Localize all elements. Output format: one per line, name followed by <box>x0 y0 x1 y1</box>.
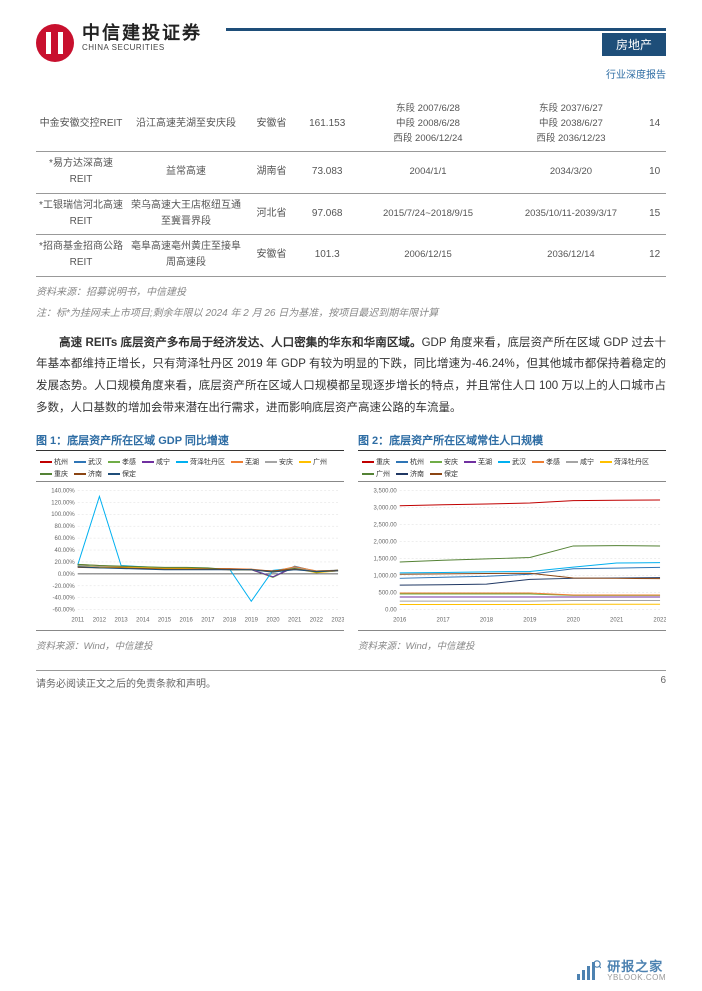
svg-text:1,500.00: 1,500.00 <box>374 556 398 562</box>
legend-item: 孝感 <box>108 457 136 467</box>
table-row: *招商基金招商公路 REIT亳阜高速亳州黄庄至接阜周高速段安徽省101.3200… <box>36 235 666 276</box>
logo-en: CHINA SECURITIES <box>82 44 202 53</box>
table-row: *工银瑞信河北高速 REIT荣乌高速大王店枢纽互通至冀晋界段河北省97.0682… <box>36 193 666 234</box>
logo-cn: 中信建投证券 <box>82 24 202 44</box>
legend-item: 孝感 <box>532 457 560 467</box>
legend-item: 广州 <box>299 457 327 467</box>
legend-item: 广州 <box>362 469 390 479</box>
svg-text:120.00%: 120.00% <box>51 500 75 506</box>
legend-item: 重庆 <box>362 457 390 467</box>
svg-text:2019: 2019 <box>245 618 259 624</box>
watermark-en: YBLOOK.COM <box>607 974 666 983</box>
svg-text:2016: 2016 <box>180 618 194 624</box>
legend-item: 安庆 <box>430 457 458 467</box>
svg-text:2015: 2015 <box>158 618 172 624</box>
header-divider-bar <box>226 28 666 31</box>
logo-text: 中信建投证券 CHINA SECURITIES <box>82 24 202 53</box>
svg-text:2019: 2019 <box>523 618 537 624</box>
para-lead: 高速 REITs 底层资产多布局于经济发达、人口密集的华东和华南区域。 <box>59 337 422 349</box>
table-row: 中金安徽交控REIT沿江高速芜湖至安庆段安徽省161.153东段 2007/6/… <box>36 97 666 151</box>
chart-1-legend: 杭州武汉孝感咸宁菏泽牡丹区芜湖安庆广州重庆济南保定 <box>36 455 344 481</box>
footer-disclaimer: 请务必阅读正文之后的免责条款和声明。 <box>36 675 216 690</box>
svg-text:3,000.00: 3,000.00 <box>374 505 398 511</box>
svg-text:2022: 2022 <box>653 618 666 624</box>
svg-text:2018: 2018 <box>480 618 494 624</box>
page-header: 中信建投证券 CHINA SECURITIES 房地产 <box>36 24 666 62</box>
legend-item: 重庆 <box>40 469 68 479</box>
table-source: 资料来源：招募说明书，中信建投 <box>36 283 666 298</box>
legend-item: 芜湖 <box>464 457 492 467</box>
svg-text:2018: 2018 <box>223 618 237 624</box>
page-footer: 请务必阅读正文之后的免责条款和声明。 6 <box>36 670 666 690</box>
svg-text:2012: 2012 <box>93 618 107 624</box>
legend-item: 武汉 <box>74 457 102 467</box>
legend-item: 保定 <box>108 469 136 479</box>
sector-tag: 房地产 <box>602 33 666 56</box>
chart-1: 图 1：底层资产所在区域 GDP 同比增速 杭州武汉孝感咸宁菏泽牡丹区芜湖安庆广… <box>36 432 344 652</box>
svg-text:0.00: 0.00 <box>385 608 397 614</box>
table-row: *易方达深高速REIT益常高速湖南省73.0832004/1/12034/3/2… <box>36 152 666 193</box>
table-note: 注：标*为挂网未上市项目;剩余年限以 2024 年 2 月 26 日为基准，按项… <box>36 304 666 319</box>
report-type: 行业深度报告 <box>36 66 666 81</box>
svg-text:100.00%: 100.00% <box>51 512 75 518</box>
svg-text:60.00%: 60.00% <box>55 536 76 542</box>
chart-2-legend: 重庆杭州安庆芜湖武汉孝感咸宁菏泽牡丹区广州济南保定 <box>358 455 666 481</box>
svg-text:2017: 2017 <box>201 618 215 624</box>
svg-text:2014: 2014 <box>136 618 150 624</box>
legend-item: 咸宁 <box>142 457 170 467</box>
legend-item: 武汉 <box>498 457 526 467</box>
legend-item: 菏泽牡丹区 <box>176 457 225 467</box>
svg-text:2023: 2023 <box>331 618 344 624</box>
svg-text:500.00: 500.00 <box>379 591 398 597</box>
footer-page-no: 6 <box>660 675 666 690</box>
chart-1-title: 图 1：底层资产所在区域 GDP 同比增速 <box>36 432 344 451</box>
chart-1-svg: -60.00% -40.00% -20.00% 0.00% 20.00% 40.00% 60… <box>36 481 344 631</box>
watermark-icon <box>575 960 601 982</box>
legend-item: 保定 <box>430 469 458 479</box>
svg-text:2020: 2020 <box>567 618 581 624</box>
legend-item: 菏泽牡丹区 <box>600 457 649 467</box>
svg-text:2022: 2022 <box>310 618 324 624</box>
svg-text:2021: 2021 <box>288 618 302 624</box>
svg-text:80.00%: 80.00% <box>55 524 76 530</box>
legend-item: 杭州 <box>40 457 68 467</box>
svg-text:140.00%: 140.00% <box>51 488 75 494</box>
legend-item: 济南 <box>396 469 424 479</box>
legend-item: 安庆 <box>265 457 293 467</box>
svg-text:2,500.00: 2,500.00 <box>374 522 398 528</box>
reit-table: 中金安徽交控REIT沿江高速芜湖至安庆段安徽省161.153东段 2007/6/… <box>36 97 666 277</box>
watermark-cn: 研报之家 <box>607 960 666 974</box>
chart-1-source: 资料来源：Wind，中信建投 <box>36 638 344 652</box>
svg-text:-40.00%: -40.00% <box>53 596 76 602</box>
legend-item: 济南 <box>74 469 102 479</box>
svg-text:2021: 2021 <box>610 618 624 624</box>
svg-text:2020: 2020 <box>266 618 280 624</box>
watermark: 研报之家 YBLOOK.COM <box>575 960 666 983</box>
svg-text:20.00%: 20.00% <box>55 560 76 566</box>
svg-text:40.00%: 40.00% <box>55 548 76 554</box>
svg-text:2016: 2016 <box>393 618 407 624</box>
chart-2: 图 2：底层资产所在区域常住人口规模 重庆杭州安庆芜湖武汉孝感咸宁菏泽牡丹区广州… <box>358 432 666 652</box>
svg-text:2,000.00: 2,000.00 <box>374 539 398 545</box>
svg-text:2013: 2013 <box>114 618 128 624</box>
svg-text:0.00%: 0.00% <box>58 572 76 578</box>
logo-icon <box>36 24 74 62</box>
svg-text:2017: 2017 <box>436 618 450 624</box>
svg-text:-20.00%: -20.00% <box>53 584 76 590</box>
svg-text:2011: 2011 <box>71 618 84 624</box>
svg-text:-60.00%: -60.00% <box>53 608 76 614</box>
svg-text:1,000.00: 1,000.00 <box>374 574 398 580</box>
legend-item: 杭州 <box>396 457 424 467</box>
legend-item: 芜湖 <box>231 457 259 467</box>
body-paragraph: 高速 REITs 底层资产多布局于经济发达、人口密集的华东和华南区域。GDP 角… <box>36 333 666 420</box>
svg-text:3,500.00: 3,500.00 <box>374 488 398 494</box>
chart-2-source: 资料来源：Wind，中信建投 <box>358 638 666 652</box>
chart-2-svg: 0.00 500.00 1,000.00 1,500.00 2,000.00 2,500.… <box>358 481 666 631</box>
chart-2-title: 图 2：底层资产所在区域常住人口规模 <box>358 432 666 451</box>
legend-item: 咸宁 <box>566 457 594 467</box>
